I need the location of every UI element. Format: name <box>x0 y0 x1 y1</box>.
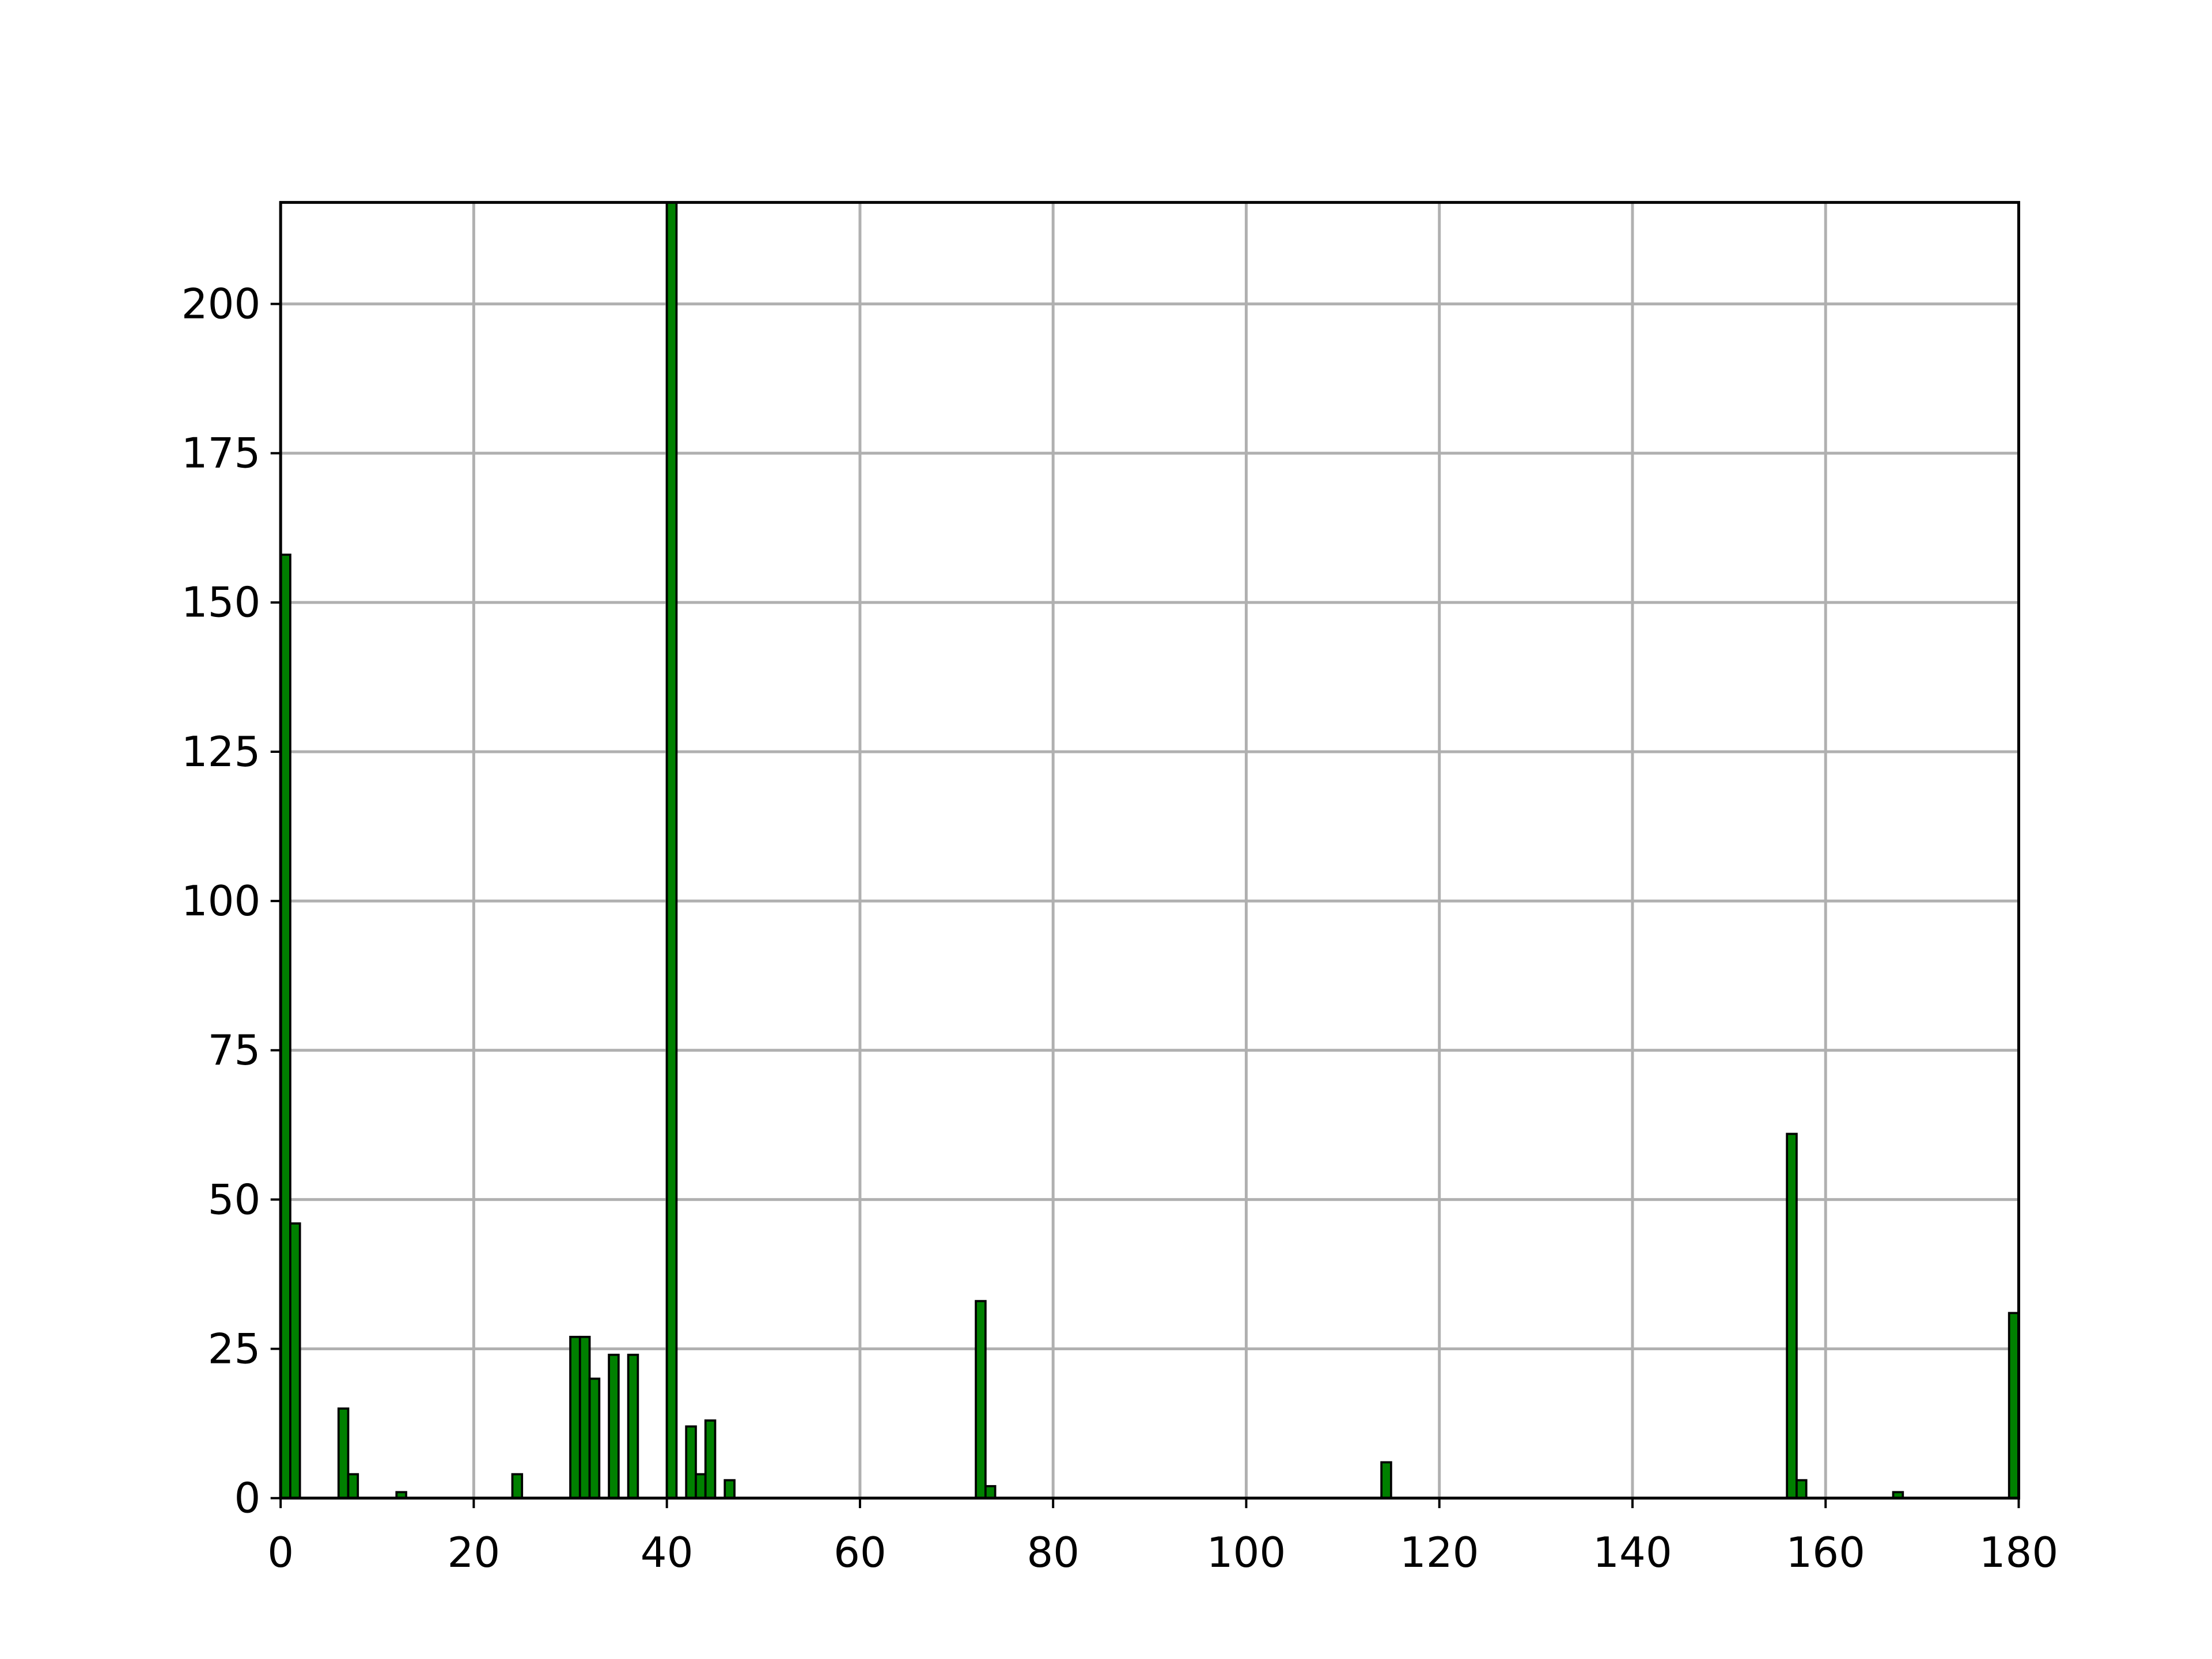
y-tick-label: 100 <box>181 877 261 925</box>
bar <box>695 1473 707 1498</box>
x-tick-label: 100 <box>1207 1528 1286 1577</box>
bar <box>1786 1132 1798 1498</box>
bar <box>511 1473 524 1498</box>
bar <box>281 554 291 1498</box>
y-tick-label: 175 <box>181 429 261 478</box>
y-tick-label: 25 <box>208 1324 261 1373</box>
x-tick-label: 180 <box>1979 1528 2059 1577</box>
x-tick-label: 140 <box>1593 1528 1672 1577</box>
y-tick-label: 150 <box>181 578 261 627</box>
y-tick-label: 50 <box>208 1175 261 1224</box>
y-tick-label: 75 <box>208 1026 261 1074</box>
bar <box>347 1473 359 1498</box>
bar <box>569 1335 581 1498</box>
ticks: 0 25 50 75 100 125 150 175 200 0 20 40 60 80 100 120 140… <box>181 279 2058 1577</box>
bar <box>975 1300 987 1498</box>
bar <box>608 1354 620 1498</box>
y-tick-label: 0 <box>234 1474 260 1522</box>
bar <box>337 1407 350 1498</box>
bar <box>724 1479 736 1498</box>
bar <box>685 1425 697 1498</box>
x-tick-label: 0 <box>267 1528 294 1577</box>
x-tick-label: 40 <box>641 1528 694 1577</box>
y-tick-label: 200 <box>181 279 261 328</box>
x-tick-label: 80 <box>1027 1528 1080 1577</box>
bar <box>665 202 678 1498</box>
x-tick-label: 60 <box>834 1528 887 1577</box>
axes-frame <box>279 200 2020 1500</box>
bar <box>289 1222 301 1498</box>
x-tick-label: 20 <box>448 1528 501 1577</box>
bar <box>704 1419 717 1498</box>
bar <box>627 1354 639 1498</box>
x-tick-label: 160 <box>1786 1528 1865 1577</box>
y-tick-label: 125 <box>181 728 261 776</box>
bars <box>281 202 2019 1498</box>
bar <box>578 1335 591 1498</box>
x-tick-label: 120 <box>1400 1528 1479 1577</box>
bar <box>2008 1312 2019 1498</box>
bar <box>1380 1461 1392 1498</box>
bar <box>588 1377 601 1498</box>
bar <box>1796 1479 1808 1498</box>
bar <box>984 1485 997 1498</box>
